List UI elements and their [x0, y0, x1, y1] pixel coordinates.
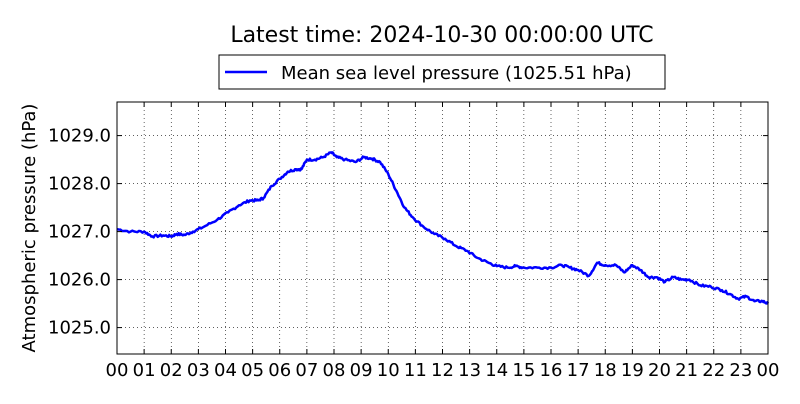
x-tick-label: 20	[648, 360, 671, 381]
x-tick-label: 02	[160, 360, 183, 381]
legend-label: Mean sea level pressure (1025.51 hPa)	[281, 63, 632, 84]
grid	[117, 102, 768, 354]
legend-box	[218, 54, 666, 90]
x-tick-label: 09	[350, 360, 373, 381]
y-tick-label: 1028.0	[48, 174, 111, 195]
x-tick-label: 14	[485, 360, 508, 381]
series-layer	[116, 151, 770, 305]
pressure-series-line	[116, 151, 770, 305]
x-tick-label: 19	[621, 360, 644, 381]
x-tick-label: 18	[594, 360, 617, 381]
x-tick-label: 23	[729, 360, 752, 381]
x-tick-label: 01	[133, 360, 156, 381]
x-tick-label: 17	[567, 360, 590, 381]
y-tick-label: 1025.0	[48, 318, 111, 339]
x-tick-label: 03	[187, 360, 210, 381]
x-tick-label: 05	[241, 360, 264, 381]
x-tick-label: 22	[702, 360, 725, 381]
y-tick-label: 1026.0	[48, 270, 111, 291]
x-tick-label: 07	[295, 360, 318, 381]
x-tick-label: 12	[431, 360, 454, 381]
y-tick-label: 1027.0	[48, 222, 111, 243]
y-tick-label: 1029.0	[48, 126, 111, 147]
x-tick-label: 04	[214, 360, 237, 381]
x-tick-label: 06	[268, 360, 291, 381]
x-tick-label: 13	[458, 360, 481, 381]
legend: Mean sea level pressure (1025.51 hPa)	[218, 54, 666, 90]
x-tick-label: 00	[757, 360, 780, 381]
x-tick-label: 10	[377, 360, 400, 381]
x-tick-label: 00	[106, 360, 129, 381]
x-tick-label: 08	[323, 360, 346, 381]
x-tick-label: 11	[404, 360, 427, 381]
y-axis-label: Atmospheric pressure (hPa)	[19, 104, 40, 353]
x-tick-label: 21	[675, 360, 698, 381]
x-tick-label: 15	[512, 360, 535, 381]
chart-title: Latest time: 2024-10-30 00:00:00 UTC	[230, 23, 653, 48]
x-tick-label: 16	[540, 360, 563, 381]
ticks: 00 01 02 03 04 05 06 07 08 09 10 11 12 13 14 15 16 17 18 19…	[48, 102, 779, 381]
plot-frame	[116, 101, 769, 355]
